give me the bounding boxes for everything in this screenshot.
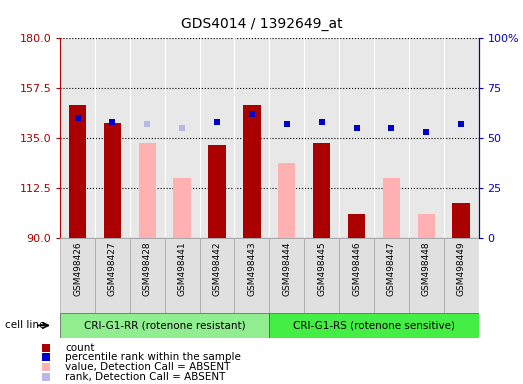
Text: GSM498443: GSM498443 [247, 242, 256, 296]
Text: count: count [65, 343, 95, 353]
Bar [304, 238, 339, 313]
Bar [383, 178, 400, 238]
Bar [452, 203, 470, 238]
Bar [278, 163, 295, 238]
Bar [234, 238, 269, 313]
Bar [269, 238, 304, 313]
Text: GSM498442: GSM498442 [212, 242, 222, 296]
Bar [200, 238, 234, 313]
Bar [95, 238, 130, 313]
Bar [174, 178, 191, 238]
Text: CRI-G1-RR (rotenone resistant): CRI-G1-RR (rotenone resistant) [84, 320, 246, 331]
Text: rank, Detection Call = ABSENT: rank, Detection Call = ABSENT [65, 372, 225, 382]
Text: GSM498447: GSM498447 [387, 242, 396, 296]
Bar [348, 214, 365, 238]
Bar [417, 214, 435, 238]
Text: GDS4014 / 1392649_at: GDS4014 / 1392649_at [180, 17, 343, 31]
Bar [139, 143, 156, 238]
Text: GSM498426: GSM498426 [73, 242, 82, 296]
Bar [409, 238, 444, 313]
Bar [208, 145, 226, 238]
Bar [60, 313, 269, 338]
Bar [69, 105, 86, 238]
Text: GSM498441: GSM498441 [178, 242, 187, 296]
Bar [339, 238, 374, 313]
Bar [130, 238, 165, 313]
Text: GSM498444: GSM498444 [282, 242, 291, 296]
Bar [444, 238, 479, 313]
Text: GSM498446: GSM498446 [352, 242, 361, 296]
Text: GSM498448: GSM498448 [422, 242, 431, 296]
Text: percentile rank within the sample: percentile rank within the sample [65, 353, 241, 362]
Text: GSM498428: GSM498428 [143, 242, 152, 296]
Bar [104, 123, 121, 238]
Bar [165, 238, 200, 313]
Text: GSM498449: GSM498449 [457, 242, 465, 296]
Text: GSM498445: GSM498445 [317, 242, 326, 296]
Text: CRI-G1-RS (rotenone sensitive): CRI-G1-RS (rotenone sensitive) [293, 320, 455, 331]
Bar [243, 105, 260, 238]
Bar [313, 143, 331, 238]
Bar [374, 238, 409, 313]
Text: value, Detection Call = ABSENT: value, Detection Call = ABSENT [65, 362, 231, 372]
Bar [269, 313, 479, 338]
Text: GSM498427: GSM498427 [108, 242, 117, 296]
Bar [60, 238, 95, 313]
Text: cell line: cell line [5, 320, 46, 331]
